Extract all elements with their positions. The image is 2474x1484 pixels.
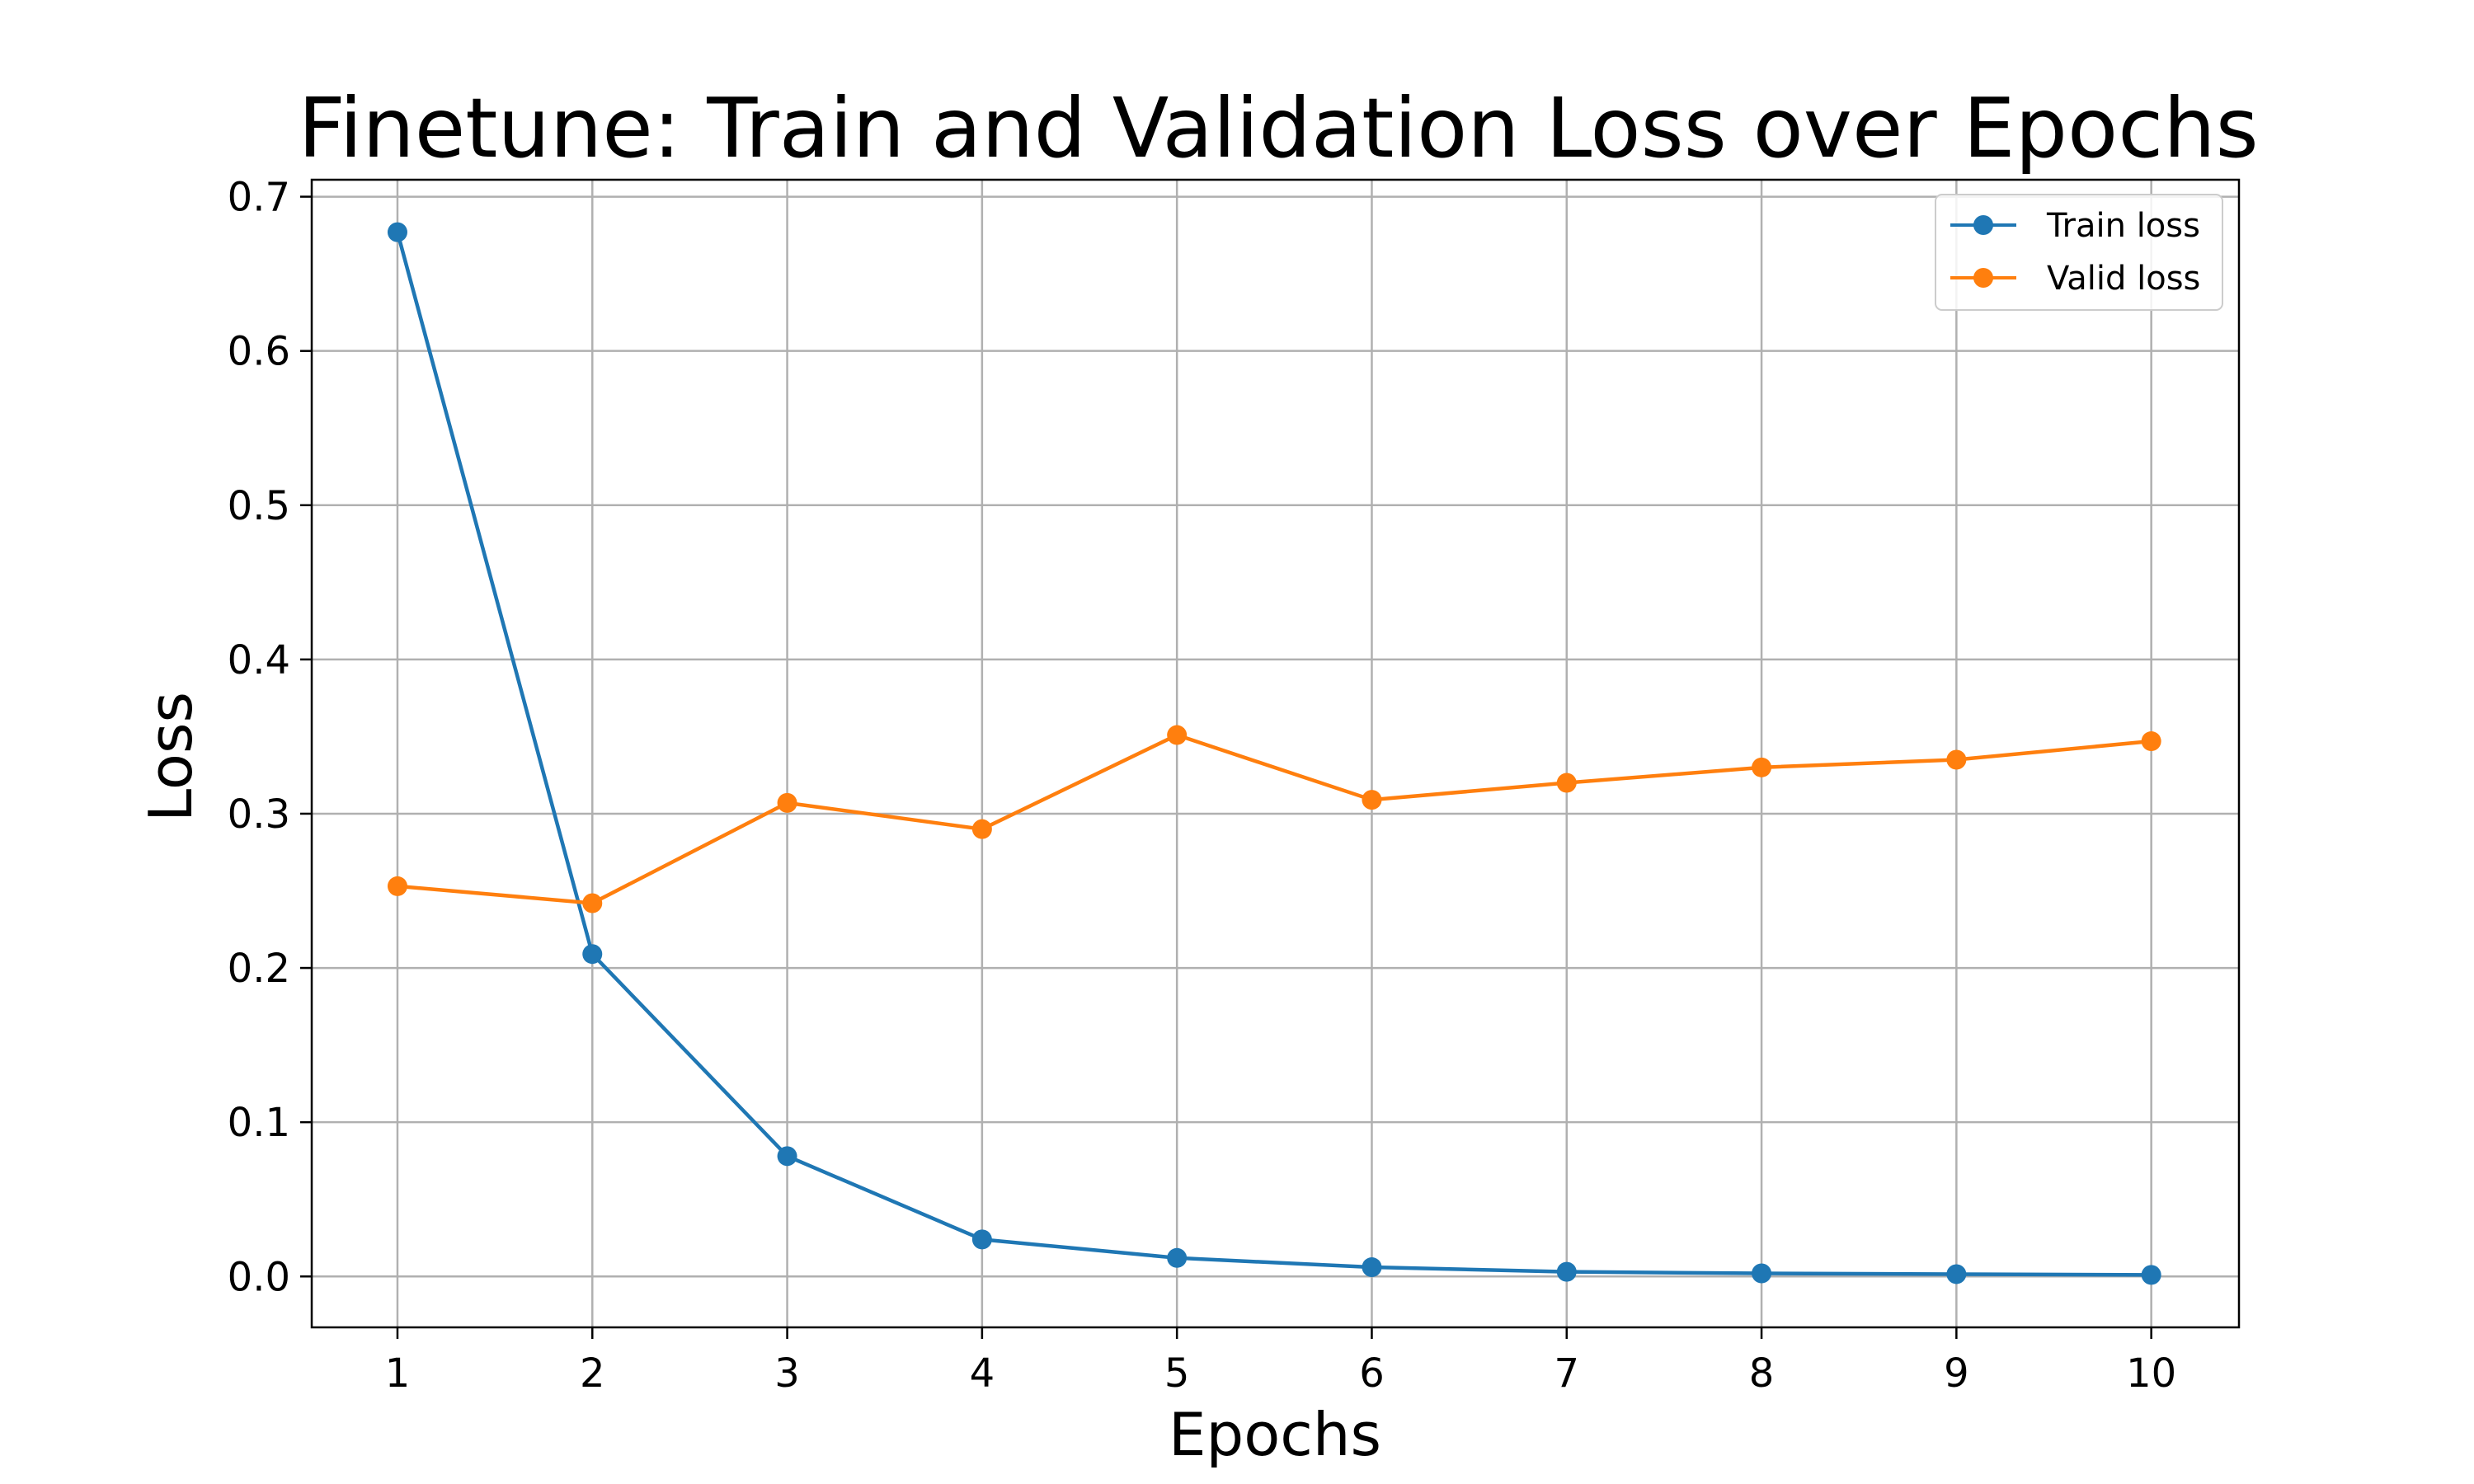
grid-lines — [312, 180, 2239, 1327]
legend: Train loss Valid loss — [1935, 194, 2223, 311]
x-tick-label: 10 — [2126, 1350, 2176, 1397]
legend-valid-marker — [1973, 268, 1993, 288]
valid-loss-point — [971, 819, 992, 839]
y-tick-label: 0.1 — [228, 1100, 290, 1146]
y-tick-label: 0.6 — [228, 329, 290, 375]
x-tick-label: 1 — [385, 1350, 411, 1397]
x-tick-label: 7 — [1554, 1350, 1579, 1397]
train-loss-point — [1362, 1257, 1382, 1278]
valid-loss-point — [582, 893, 603, 913]
valid-loss-point — [2141, 731, 2161, 752]
valid-loss-point — [387, 876, 407, 896]
x-tick-label: 9 — [1944, 1350, 1969, 1397]
y-tick-label: 0.3 — [228, 791, 290, 838]
train-loss-point — [582, 944, 603, 965]
y-tick-label: 0.4 — [228, 637, 290, 683]
x-tick-label: 3 — [774, 1350, 800, 1397]
train-loss-point — [1752, 1263, 1772, 1284]
train-loss-point — [2141, 1265, 2161, 1285]
train-loss-point — [1167, 1247, 1188, 1268]
train-loss-point — [1556, 1261, 1577, 1282]
plot-area-frame — [310, 178, 2241, 1329]
train-loss-point — [971, 1229, 992, 1250]
chart-title: Finetune: Train and Validation Loss over… — [298, 80, 2258, 176]
x-tick-label: 4 — [970, 1350, 995, 1397]
series-lines — [387, 222, 2161, 1285]
valid-loss-line — [397, 733, 2152, 905]
train-loss-point — [777, 1146, 797, 1167]
valid-loss-point — [1752, 757, 1772, 777]
x-tick-label: 8 — [1749, 1350, 1775, 1397]
y-axis-label: Loss — [136, 692, 205, 822]
axis-ticks: 1 2 3 4 5 6 7 8 9 10 0.0 0.1 0.2 0.3 0.4 0.5 0.6 0.7 — [228, 175, 2177, 1397]
train-loss-line — [395, 232, 2152, 1277]
valid-loss-point — [1362, 790, 1382, 810]
y-tick-label: 0.0 — [228, 1254, 290, 1300]
train-loss-point — [387, 222, 407, 242]
x-tick-label: 5 — [1164, 1350, 1190, 1397]
valid-loss-point — [1946, 749, 1967, 770]
x-axis-label: Epochs — [1169, 1400, 1381, 1469]
x-tick-label: 6 — [1359, 1350, 1385, 1397]
legend-train-marker — [1973, 215, 1993, 235]
legend-train-label: Train loss — [2046, 207, 2200, 245]
train-loss-point — [1946, 1264, 1967, 1284]
y-tick-label: 0.2 — [228, 946, 290, 992]
valid-loss-point — [1556, 773, 1577, 793]
y-tick-label: 0.5 — [228, 483, 290, 529]
valid-loss-point — [1167, 725, 1188, 745]
valid-loss-point — [777, 792, 797, 813]
x-tick-label: 2 — [580, 1350, 605, 1397]
legend-valid-label: Valid loss — [2047, 260, 2200, 298]
y-tick-label: 0.7 — [228, 175, 290, 221]
